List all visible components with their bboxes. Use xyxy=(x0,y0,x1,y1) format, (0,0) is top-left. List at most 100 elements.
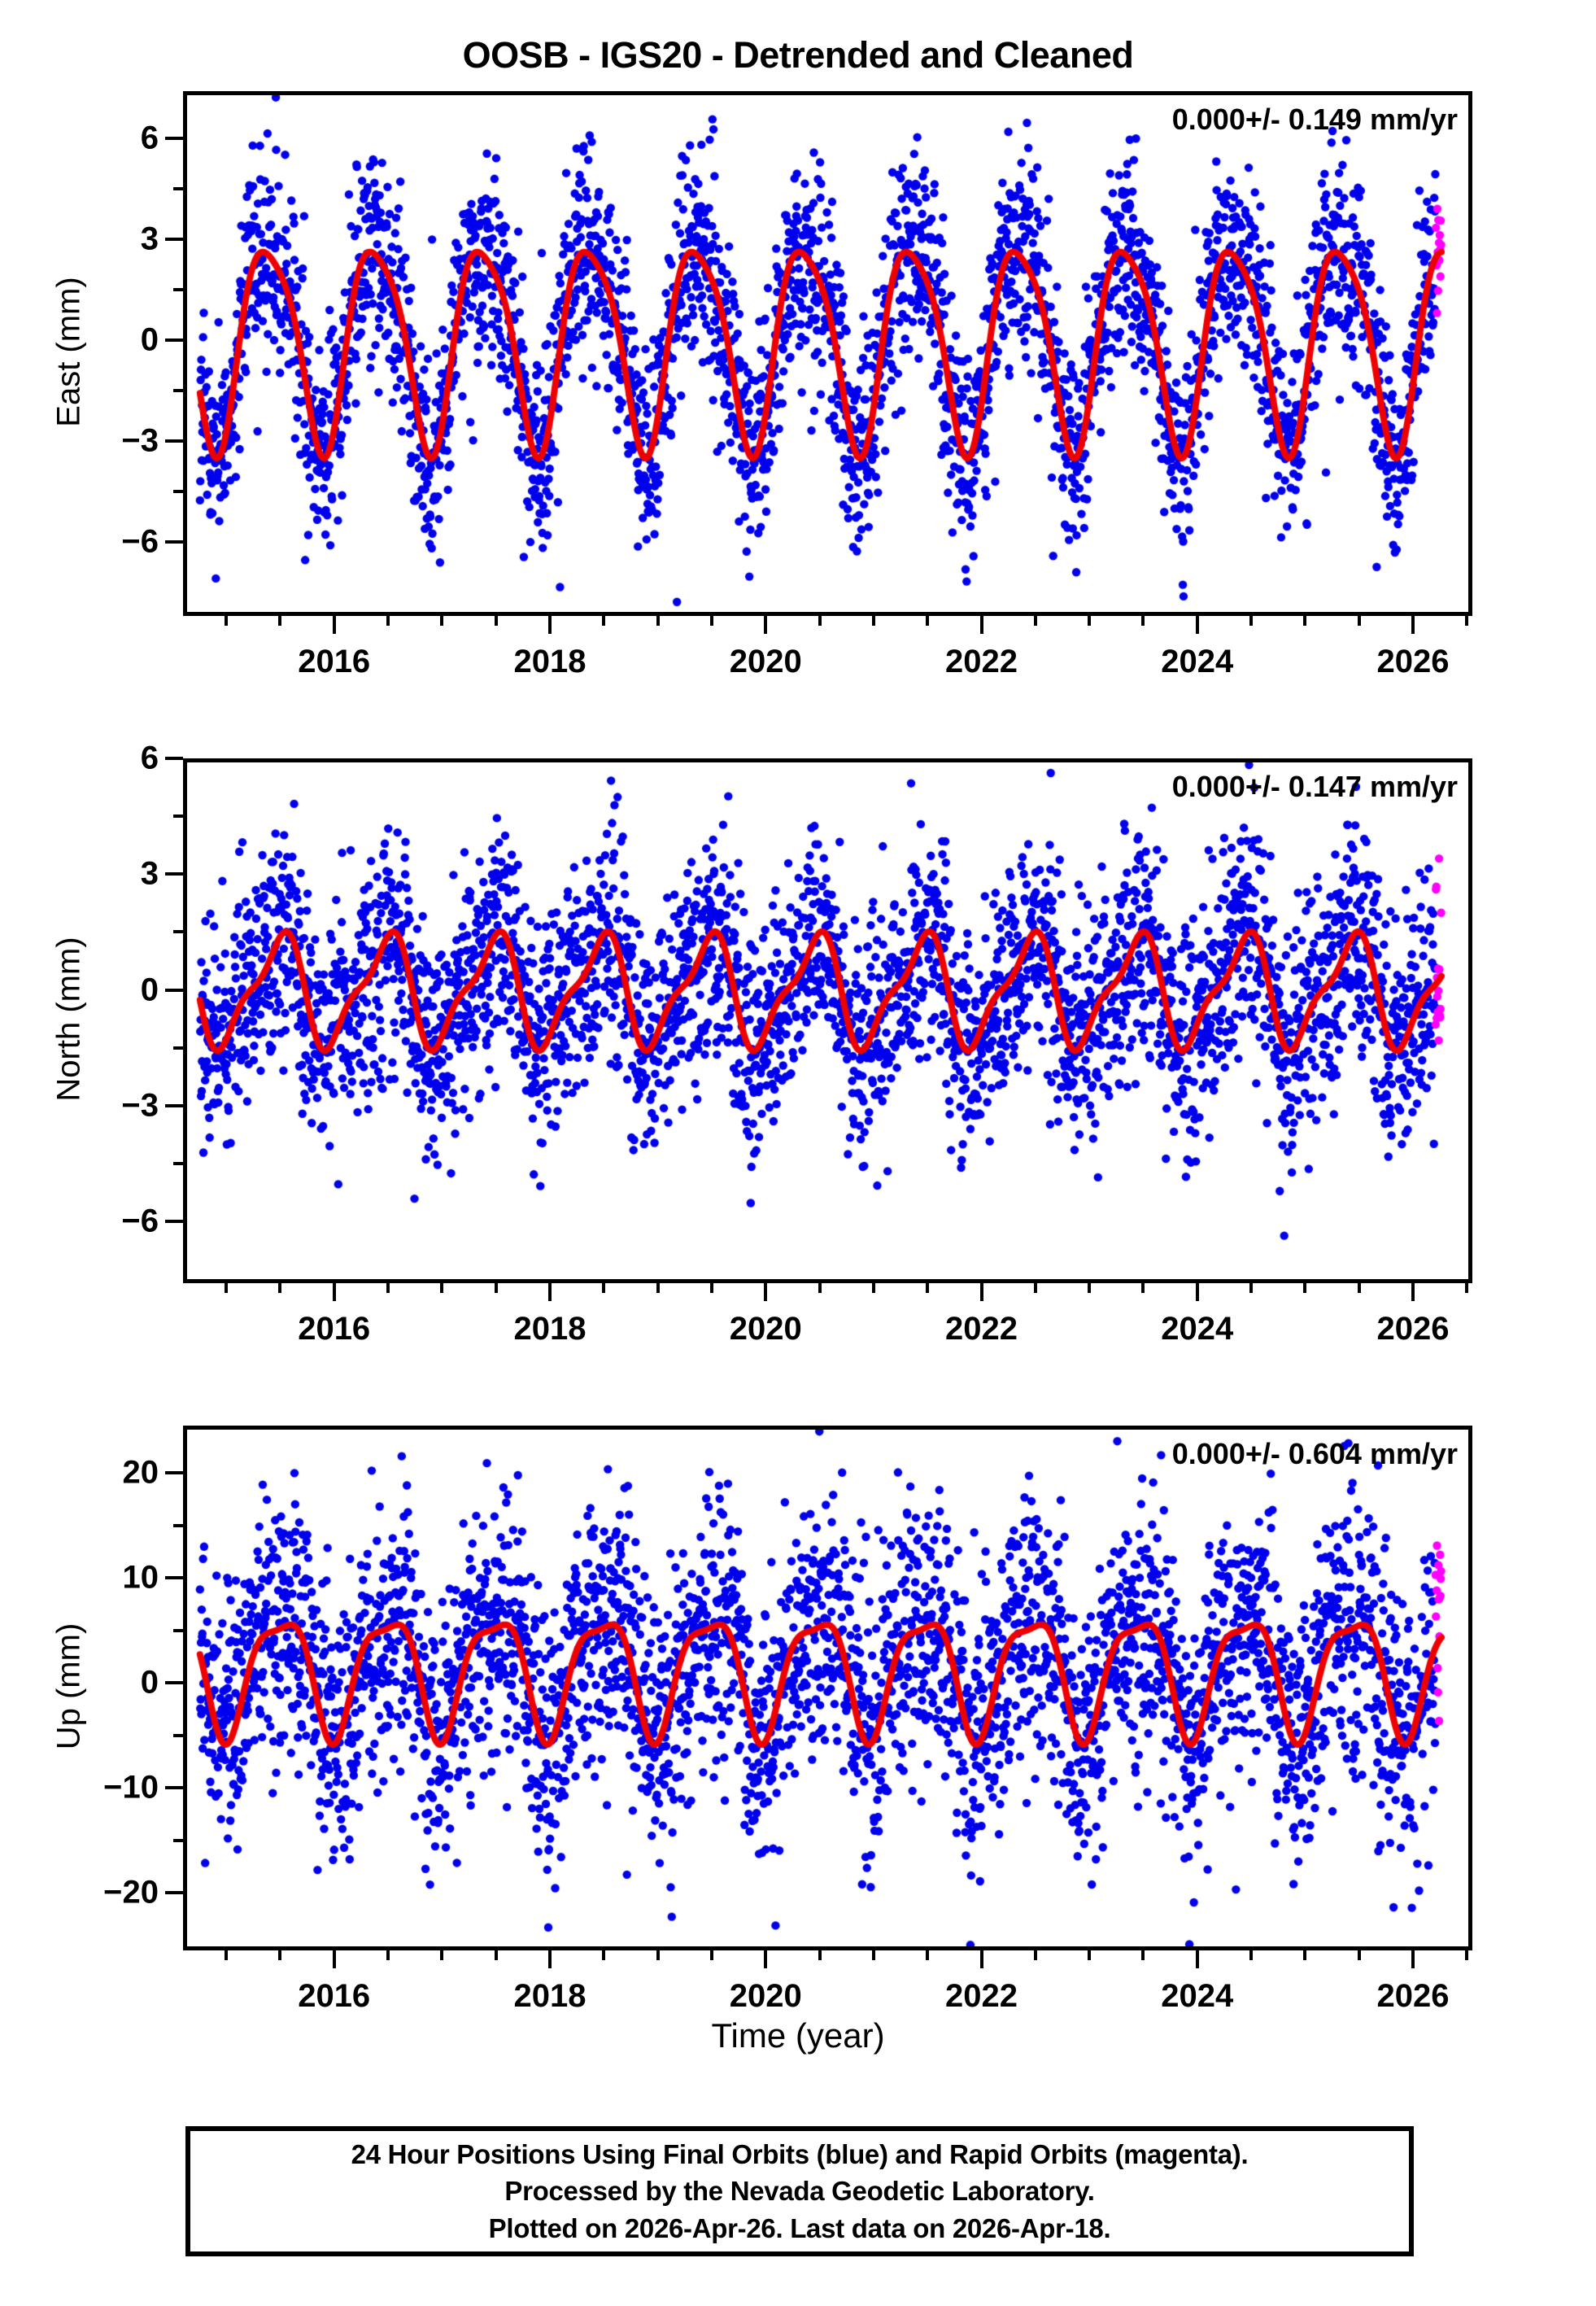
panel-up-xtick-minor xyxy=(278,1950,282,1960)
panel-east-ytick-label: −3 xyxy=(121,422,159,459)
panel-east-ytick xyxy=(165,540,183,544)
panel-east-xtick xyxy=(1195,616,1199,634)
panel-north-xtick-minor xyxy=(386,1283,390,1293)
panel-up-plot-area xyxy=(187,1430,1468,1946)
panel-up-xtick-label: 2026 xyxy=(1376,1978,1450,2014)
panel-east-xtick xyxy=(332,616,336,634)
panel-north-xtick-label: 2024 xyxy=(1161,1311,1234,1347)
panel-up-xtick-label: 2018 xyxy=(513,1978,587,2014)
panel-north-ytick xyxy=(165,1103,183,1107)
panel-east-xtick-minor xyxy=(440,616,444,626)
panel-up-xtick-minor xyxy=(386,1950,390,1960)
panel-east-ytick-label: 6 xyxy=(140,120,159,156)
panel-east-xtick-minor xyxy=(1088,616,1092,626)
panel-east-xtick xyxy=(1411,616,1415,634)
panel-up-xtick-minor xyxy=(1033,1950,1037,1960)
panel-up-ytick-minor xyxy=(173,1628,183,1632)
panel-north-xtick-label: 2026 xyxy=(1376,1311,1450,1347)
panel-up-xtick-minor xyxy=(1357,1950,1361,1960)
panel-north-xtick xyxy=(764,1283,768,1301)
panel-north-xtick xyxy=(979,1283,983,1301)
panel-east-xtick-minor xyxy=(1249,616,1254,626)
panel-east-ytick-label: 3 xyxy=(140,221,159,257)
panel-up-ytick-label: 0 xyxy=(140,1664,159,1701)
panel-east-xtick-minor xyxy=(709,616,713,626)
panel-north-xtick-minor xyxy=(1357,1283,1361,1293)
panel-east-xtick-label: 2018 xyxy=(513,644,587,679)
panel-east-xtick-label: 2016 xyxy=(298,644,371,679)
caption-line-3: Plotted on 2026-Apr-26. Last data on 202… xyxy=(488,2212,1111,2243)
panel-north-xtick xyxy=(547,1283,552,1301)
panel-up-ytick xyxy=(165,1891,183,1895)
panel-east-xtick-label: 2020 xyxy=(729,644,802,679)
panel-up-xtick-minor xyxy=(602,1950,606,1960)
panel-north-xtick-minor xyxy=(709,1283,713,1293)
panel-north-ytick xyxy=(165,757,183,760)
panel-east-xtick-label: 2024 xyxy=(1161,644,1234,679)
panel-north-xtick-minor xyxy=(1303,1283,1307,1293)
panel-north-xtick xyxy=(1411,1283,1415,1301)
panel-north-xtick-label: 2020 xyxy=(729,1311,802,1347)
panel-north-xtick-minor xyxy=(818,1283,822,1293)
panel-east-xtick-minor xyxy=(1141,616,1145,626)
panel-east-ytick xyxy=(165,338,183,342)
panel-up-xtick-label: 2016 xyxy=(298,1978,371,2014)
panel-east-xtick-minor xyxy=(656,616,660,626)
panel-up-xtick-label: 2020 xyxy=(729,1978,802,2014)
panel-north-ytick-label: 3 xyxy=(140,855,159,892)
panel-up-frame xyxy=(183,1426,1472,1950)
panel-north-ytick-minor xyxy=(173,1161,183,1165)
panel-north-y-axis-title: North (mm) xyxy=(50,936,87,1102)
panel-north-frame xyxy=(183,758,1472,1283)
page-title: OOSB - IGS20 - Detrended and Cleaned xyxy=(462,34,1134,76)
panel-east-xtick xyxy=(764,616,768,634)
panel-up-xtick-minor xyxy=(440,1950,444,1960)
panel-east-xtick-minor xyxy=(225,616,229,626)
panel-north-xtick-minor xyxy=(1249,1283,1254,1293)
panel-up-ytick-label: 10 xyxy=(122,1559,159,1596)
panel-up-ytick-minor xyxy=(173,1838,183,1842)
panel-up-ytick-label: 20 xyxy=(122,1454,159,1491)
panel-up-ytick xyxy=(165,1681,183,1685)
panel-north-ytick xyxy=(165,1220,183,1224)
panel-north-xtick-minor xyxy=(871,1283,875,1293)
panel-north-plot-area xyxy=(187,762,1468,1279)
panel-east-xtick-minor xyxy=(926,616,930,626)
panel-up-xtick-minor xyxy=(709,1950,713,1960)
panel-up-rate-annotation: 0.000+/- 0.604 mm/yr xyxy=(1171,1437,1458,1470)
panel-up-xtick xyxy=(332,1950,336,1968)
panel-up-xtick xyxy=(1411,1950,1415,1968)
panel-north-ytick-label: −3 xyxy=(121,1087,159,1124)
panel-east: 0.000+/- 0.149 mm/yr East (mm) 6 3 0 −3 −6 20… xyxy=(51,91,1472,679)
panel-east-ytick xyxy=(165,439,183,443)
panel-east-xtick-minor xyxy=(1357,616,1361,626)
panel-up-xtick-minor xyxy=(494,1950,498,1960)
panel-up-xtick-minor xyxy=(1303,1950,1307,1960)
panel-north-xtick-minor xyxy=(494,1283,498,1293)
panel-up: 0.000+/- 0.604 mm/yr Up (mm) 20 10 0 −10 −20… xyxy=(51,1426,1472,2014)
panel-north-xtick-minor xyxy=(225,1283,229,1293)
panel-north-xtick-minor xyxy=(1088,1283,1092,1293)
caption-box: 24 Hour Positions Using Final Orbits (bl… xyxy=(185,2126,1414,2256)
panel-east-ytick xyxy=(165,237,183,241)
panel-east-ytick xyxy=(165,136,183,140)
panel-north-xtick-label: 2022 xyxy=(945,1311,1018,1347)
panel-up-xtick-minor xyxy=(1249,1950,1254,1960)
panel-north-xtick-minor xyxy=(1033,1283,1037,1293)
panel-east-xtick-minor xyxy=(1303,616,1307,626)
panel-east-xtick-minor xyxy=(278,616,282,626)
panel-up-ytick-minor xyxy=(173,1733,183,1737)
panel-up-xtick-minor xyxy=(926,1950,930,1960)
panel-north-ytick-label: −6 xyxy=(121,1203,159,1239)
panel-north-ytick xyxy=(165,988,183,992)
panel-east-xtick xyxy=(979,616,983,634)
panel-north: 0.000+/- 0.147 mm/yr North (mm) 6 3 0 −3 −6 2… xyxy=(51,740,1472,1347)
panel-north-ytick xyxy=(165,872,183,876)
panel-east-plot-area xyxy=(187,95,1468,612)
panel-east-xtick-label: 2026 xyxy=(1376,644,1450,679)
panel-east-xtick-minor xyxy=(818,616,822,626)
panel-east-ytick-minor xyxy=(173,490,183,494)
panel-north-xtick-minor xyxy=(278,1283,282,1293)
panel-north-xtick xyxy=(332,1283,336,1301)
